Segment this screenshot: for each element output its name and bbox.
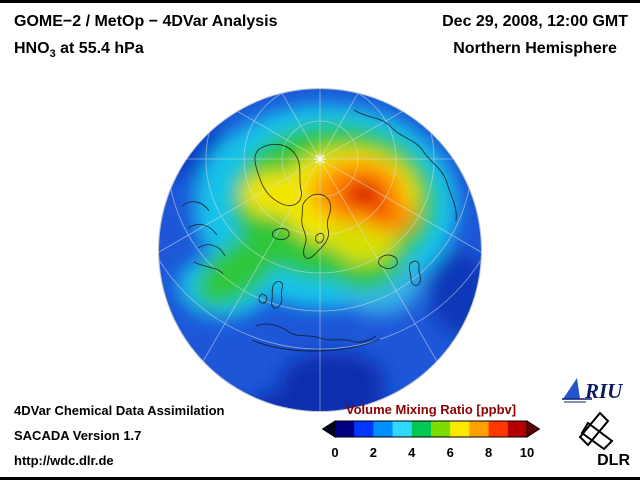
colorbar-segment bbox=[411, 421, 432, 437]
colorbar-tick-label: 2 bbox=[369, 445, 378, 460]
hemisphere-label: Northern Hemisphere bbox=[453, 40, 617, 57]
coastlines bbox=[181, 109, 457, 352]
riu-logo-graphic: RIU bbox=[562, 378, 624, 403]
globe-limb bbox=[158, 88, 482, 412]
colorbar-tick-label: 0 bbox=[331, 445, 339, 460]
colorbar-title: Volume Mixing Ratio [ppbv] bbox=[345, 402, 517, 417]
colorbar-bar bbox=[321, 420, 541, 438]
colorbar-tick-label: 8 bbox=[484, 445, 493, 460]
colorbar-segment bbox=[507, 421, 528, 437]
url-label: http://wdc.dlr.de bbox=[14, 453, 114, 468]
dlr-logo: DLR bbox=[570, 407, 632, 474]
version-label: SACADA Version 1.7 bbox=[14, 428, 142, 443]
main-title: GOME−2 / MetOp − 4DVar Analysis bbox=[14, 13, 278, 30]
colorbar-tick-label: 6 bbox=[446, 445, 454, 460]
species-subscript: 3 bbox=[49, 48, 56, 61]
colorbar-left-arrow bbox=[321, 420, 336, 438]
colorbar-tick-label: 10 bbox=[519, 445, 535, 460]
species-level-label: HNO3 at 55.4 hPa bbox=[14, 40, 278, 60]
level-text: at 55.4 hPa bbox=[55, 40, 144, 57]
colorbar-segment bbox=[354, 421, 374, 437]
colorbar-segment bbox=[488, 421, 509, 437]
colorbar-segment bbox=[450, 421, 470, 437]
assimilation-label: 4DVar Chemical Data Assimilation bbox=[14, 403, 225, 418]
colorbar-segment bbox=[431, 421, 451, 437]
colorbar-segment bbox=[392, 421, 413, 437]
globe-map bbox=[158, 88, 482, 412]
colorbar-right-arrow bbox=[526, 420, 541, 438]
species-text: HNO bbox=[14, 40, 50, 57]
colorbar-segment bbox=[335, 421, 355, 437]
riu-logo: RIU bbox=[560, 375, 634, 410]
colorbar: Volume Mixing Ratio [ppbv] 0 2 4 6 8 10 bbox=[321, 402, 541, 461]
riu-sail-icon bbox=[563, 378, 580, 399]
colorbar-segment bbox=[469, 421, 490, 437]
colorbar-segment bbox=[373, 421, 394, 437]
datetime-label: Dec 29, 2008, 12:00 GMT bbox=[442, 13, 628, 30]
riu-logo-text: RIU bbox=[584, 379, 624, 403]
colorbar-gradient bbox=[335, 421, 528, 437]
dlr-logo-text: DLR bbox=[597, 452, 630, 469]
header-left: GOME−2 / MetOp − 4DVar Analysis HNO3 at … bbox=[14, 13, 278, 60]
colorbar-tick-label: 4 bbox=[408, 445, 416, 460]
header-right: Dec 29, 2008, 12:00 GMT Northern Hemisph… bbox=[442, 13, 628, 58]
footer: 4DVar Chemical Data Assimilation SACADA … bbox=[14, 403, 225, 477]
pole-marker bbox=[314, 153, 326, 165]
globe-svg bbox=[158, 88, 482, 412]
colorbar-ticks: 0 2 4 6 8 10 bbox=[331, 445, 534, 461]
dlr-logo-graphic: DLR bbox=[578, 411, 630, 469]
dlr-wing-icon bbox=[578, 411, 614, 451]
